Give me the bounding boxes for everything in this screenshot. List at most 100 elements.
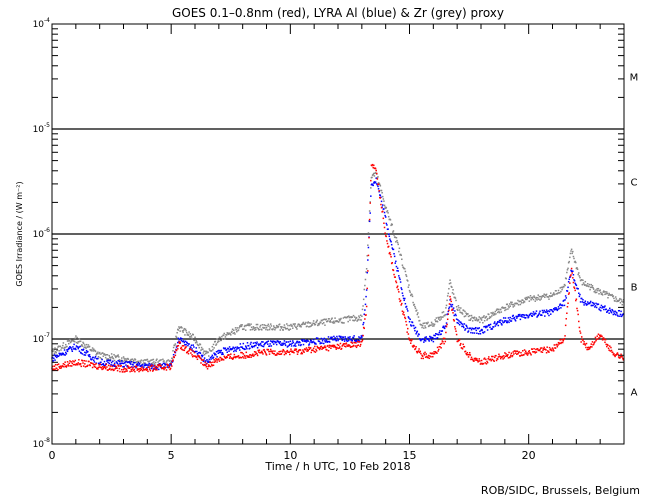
data-point — [441, 330, 444, 332]
data-point — [273, 352, 276, 355]
data-point — [572, 255, 575, 258]
data-point — [132, 366, 134, 369]
data-point — [570, 248, 573, 251]
data-point — [177, 337, 180, 340]
data-point — [436, 333, 438, 335]
data-point — [494, 310, 497, 313]
data-point — [437, 318, 440, 320]
data-point — [578, 326, 581, 329]
data-point — [328, 341, 331, 343]
data-point — [620, 298, 622, 301]
data-point — [361, 308, 364, 311]
data-point — [473, 360, 475, 362]
data-point — [81, 348, 83, 351]
data-point — [103, 353, 106, 355]
data-point — [260, 351, 262, 354]
data-point — [517, 304, 520, 306]
data-point — [107, 369, 109, 371]
data-point — [588, 283, 591, 286]
data-point — [308, 343, 311, 345]
data-point — [418, 333, 420, 336]
data-point — [56, 367, 58, 370]
data-point — [554, 308, 557, 311]
data-point — [300, 326, 302, 328]
data-point — [437, 333, 440, 336]
data-point — [194, 355, 197, 357]
data-point — [111, 355, 113, 358]
data-point — [491, 328, 494, 330]
data-point — [586, 301, 589, 303]
data-point — [228, 350, 230, 352]
data-point — [302, 340, 304, 342]
data-point — [180, 347, 182, 350]
data-point — [70, 340, 72, 343]
data-point — [291, 342, 293, 345]
data-point — [183, 349, 186, 352]
data-point — [501, 355, 504, 358]
data-point — [590, 343, 593, 345]
data-point — [324, 324, 326, 326]
data-point — [502, 355, 505, 357]
data-point — [458, 306, 460, 309]
data-point — [142, 360, 144, 362]
data-point — [281, 344, 284, 346]
data-point — [552, 348, 554, 350]
data-point — [514, 320, 517, 322]
data-point — [355, 340, 357, 343]
data-point — [484, 362, 486, 364]
data-point — [268, 325, 270, 327]
data-point — [395, 260, 397, 263]
data-point — [227, 333, 230, 336]
data-point — [103, 360, 106, 363]
data-point — [471, 358, 474, 361]
data-point — [545, 294, 547, 297]
data-point — [283, 353, 286, 356]
data-point — [271, 340, 273, 343]
data-point — [206, 361, 209, 363]
x-tick-label: 15 — [403, 449, 417, 462]
data-point — [493, 322, 495, 325]
data-point — [305, 348, 307, 351]
data-point — [399, 299, 402, 302]
data-point — [69, 341, 72, 344]
data-point — [169, 367, 172, 370]
data-point — [451, 303, 454, 306]
data-point — [93, 361, 96, 363]
data-point — [420, 352, 422, 355]
data-point — [81, 345, 84, 347]
data-point — [585, 342, 588, 345]
data-point — [215, 343, 218, 345]
data-point — [567, 281, 570, 283]
data-point — [486, 329, 489, 331]
data-point — [105, 354, 108, 356]
data-point — [178, 327, 181, 329]
data-point — [443, 327, 446, 330]
data-point — [185, 331, 188, 334]
data-point — [588, 346, 590, 349]
data-point — [294, 343, 296, 345]
data-point — [331, 336, 333, 339]
data-point — [127, 358, 130, 360]
data-point — [334, 345, 336, 348]
data-point — [385, 206, 388, 209]
data-point — [614, 313, 617, 316]
data-point — [65, 353, 68, 355]
data-point — [132, 360, 134, 363]
data-point — [607, 347, 610, 349]
data-point — [163, 363, 166, 365]
data-point — [221, 337, 224, 340]
data-point — [470, 328, 473, 331]
data-point — [162, 367, 165, 370]
data-point — [535, 351, 538, 353]
data-point — [582, 301, 585, 304]
data-point — [439, 316, 442, 318]
data-point — [598, 293, 600, 295]
data-point — [442, 337, 445, 340]
data-point — [347, 345, 349, 347]
data-point — [56, 356, 58, 359]
data-point — [416, 330, 419, 333]
data-point — [275, 343, 278, 346]
x-tick-label: 5 — [168, 449, 175, 462]
data-point — [482, 332, 485, 334]
data-point — [554, 293, 556, 296]
